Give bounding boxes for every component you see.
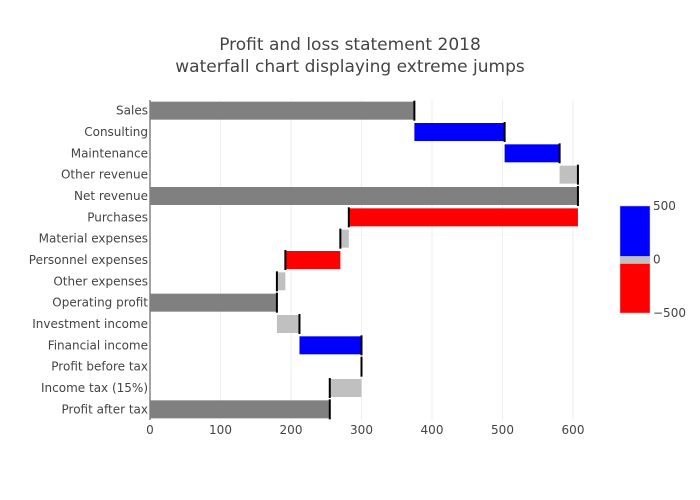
- x-tick-label-3: 300: [350, 423, 373, 437]
- colorbar-outline: [619, 205, 651, 314]
- y-tick-label-0: Sales: [116, 104, 148, 118]
- x-tick-label-0: 0: [146, 423, 154, 437]
- y-tick-label-10: Investment income: [32, 317, 148, 331]
- x-tick-label-2: 200: [280, 423, 303, 437]
- bar-3: [559, 165, 578, 184]
- bar-8: [276, 272, 286, 291]
- bar-5: [348, 208, 578, 227]
- y-tick-label-3: Other revenue: [61, 168, 148, 182]
- x-axis-labels: 0 100 200 300 400 500 600: [146, 423, 584, 437]
- y-tick-label-8: Other expenses: [53, 274, 148, 288]
- bar-2: [504, 144, 560, 163]
- bar-7: [285, 251, 341, 269]
- bar-6: [340, 229, 349, 248]
- y-tick-label-1: Consulting: [84, 125, 148, 139]
- y-axis-labels: Sales Consulting Maintenance Other revenue N…: [29, 104, 149, 417]
- x-tick-label-4: 400: [421, 423, 444, 437]
- y-tick-label-2: Maintenance: [71, 146, 148, 160]
- colorbar-tick-1: 0: [653, 253, 661, 267]
- y-tick-label-9: Operating profit: [52, 296, 148, 310]
- y-tick-label-5: Purchases: [87, 210, 148, 224]
- colorbar-tick-0: 500: [653, 199, 676, 213]
- colorbar-band-small: [620, 256, 650, 264]
- y-tick-label-4: Net revenue: [74, 189, 148, 203]
- bar-10: [276, 315, 300, 333]
- chart-title-line-2: waterfall chart displaying extreme jumps: [175, 57, 525, 77]
- bar-9: [150, 293, 277, 312]
- colorbar-tick-2: −500: [653, 306, 686, 320]
- colorbar: 500 0 −500: [619, 199, 686, 320]
- x-tick-label-6: 600: [562, 423, 585, 437]
- y-tick-label-14: Profit after tax: [62, 402, 148, 416]
- x-tick-label-1: 100: [209, 423, 232, 437]
- bars: [150, 100, 579, 420]
- y-tick-label-12: Profit before tax: [51, 360, 148, 374]
- y-tick-label-13: Income tax (15%): [41, 381, 148, 395]
- gridlines: [149, 100, 574, 420]
- y-tick-label-7: Personnel expenses: [29, 253, 148, 267]
- bar-14: [150, 400, 330, 419]
- colorbar-band-increase: [620, 206, 650, 257]
- y-tick-label-11: Financial income: [48, 338, 148, 352]
- chart-title-line-1: Profit and loss statement 2018: [219, 35, 481, 55]
- bar-11: [299, 336, 362, 355]
- bar-1: [414, 123, 505, 141]
- y-tick-label-6: Material expenses: [39, 232, 148, 246]
- bar-0: [150, 101, 415, 120]
- bar-4: [150, 187, 578, 205]
- bar-13: [329, 379, 362, 397]
- colorbar-band-decrease: [620, 263, 650, 313]
- x-tick-label-5: 500: [491, 423, 514, 437]
